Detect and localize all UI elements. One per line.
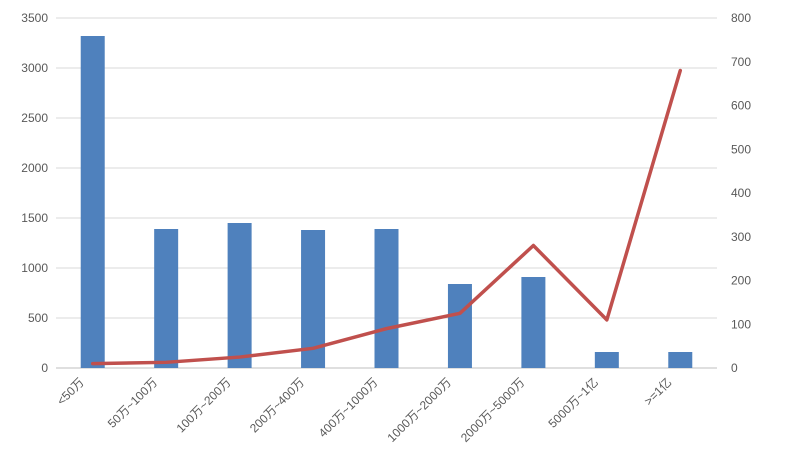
right-axis-tick-label: 200 (731, 274, 751, 288)
left-axis-tick-label: 0 (41, 361, 48, 375)
bar (447, 284, 472, 368)
right-axis-tick-label: 500 (731, 142, 751, 156)
bar (594, 352, 619, 368)
left-axis-tick-label: 500 (28, 311, 48, 325)
bar (374, 229, 399, 368)
right-axis-tick-label: 600 (731, 99, 751, 113)
left-axis-tick-label: 2500 (21, 111, 48, 125)
bar (80, 36, 105, 368)
bar (668, 352, 693, 368)
right-axis-tick-label: 100 (731, 317, 751, 331)
left-axis-tick-label: 1500 (21, 211, 48, 225)
x-axis-category-label: 100万~200万 (174, 375, 234, 435)
x-axis-category-label: 2000万~5000万 (458, 375, 528, 445)
x-axis-category-label: 400万~1000万 (316, 375, 381, 440)
right-axis-tick-label: 300 (731, 230, 751, 244)
x-axis-category-label: <50万 (54, 375, 87, 408)
left-axis-tick-label: 2000 (21, 161, 48, 175)
x-axis-category-label: 200万~400万 (247, 375, 307, 435)
right-axis-tick-label: 0 (731, 361, 738, 375)
left-axis-tick-label: 3500 (21, 11, 48, 25)
right-axis-tick-label: 400 (731, 186, 751, 200)
bar (154, 229, 179, 368)
right-axis-tick-label: 800 (731, 11, 751, 25)
x-axis-category-label: 5000万~1亿 (545, 375, 601, 431)
line-series-path (90, 68, 683, 366)
left-axis-tick-label: 1000 (21, 261, 48, 275)
right-axis-tick-label: 700 (731, 55, 751, 69)
x-axis-category-label: 50万~100万 (105, 375, 160, 430)
bar (227, 223, 252, 368)
x-axis-category-label: 1000万~2000万 (384, 375, 454, 445)
left-axis-tick-label: 3000 (21, 61, 48, 75)
x-axis-category-label: >=1亿 (641, 375, 675, 409)
bar (521, 277, 546, 368)
